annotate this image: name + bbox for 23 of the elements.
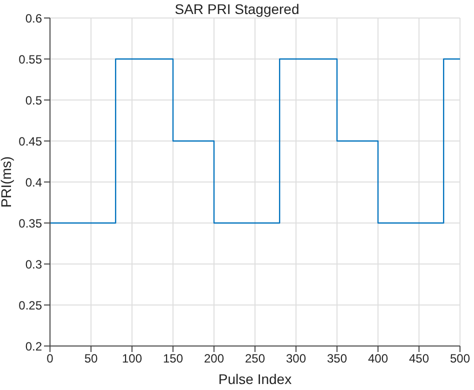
x-tick-label: 50 (84, 352, 98, 366)
x-tick-label: 100 (122, 352, 142, 366)
y-axis-title: PRI(ms) (0, 156, 14, 208)
y-tick-label: 0.4 (25, 175, 42, 190)
x-tick-label: 150 (162, 352, 184, 366)
chart-title: SAR PRI Staggered (174, 1, 300, 17)
y-tick-label: 0.3 (25, 257, 42, 272)
x-tick-label: 450 (408, 352, 430, 366)
y-tick-label: 0.45 (18, 134, 42, 148)
y-tick-label: 0.2 (25, 339, 42, 354)
x-tick-label: 200 (204, 352, 224, 366)
y-tick-label: 0.5 (25, 93, 42, 108)
x-tick-label: 500 (450, 352, 470, 366)
y-tick-label: 0.6 (25, 11, 42, 26)
y-tick-label: 0.55 (18, 52, 42, 66)
x-tick-label: 0 (46, 352, 54, 366)
x-tick-label: 300 (286, 352, 306, 366)
x-tick-label: 250 (244, 352, 266, 366)
y-tick-label: 0.25 (18, 298, 42, 312)
y-tick-label: 0.35 (18, 216, 42, 230)
x-tick-label: 400 (368, 352, 388, 366)
x-axis-title: Pulse Index (218, 371, 292, 387)
x-tick-label: 350 (326, 352, 348, 366)
